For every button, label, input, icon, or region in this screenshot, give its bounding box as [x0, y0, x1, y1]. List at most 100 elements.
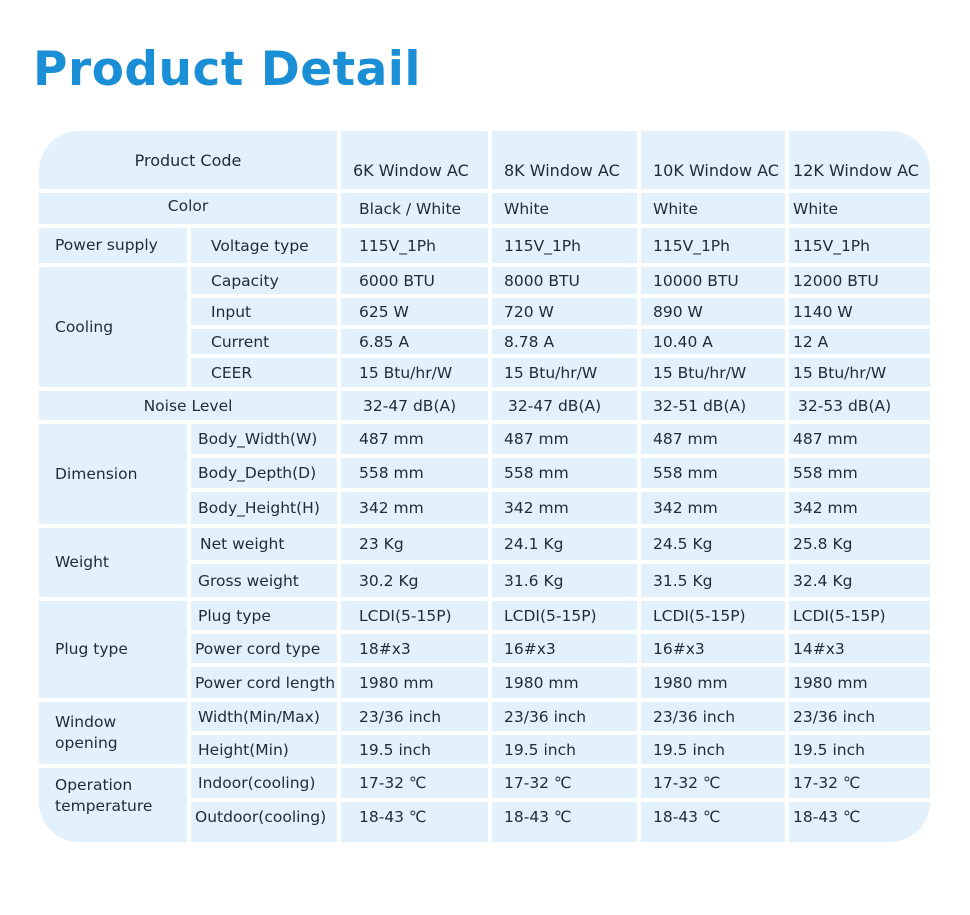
body-depth-10k: 558 mm — [641, 458, 785, 488]
height-min-12k: 19.5 inch — [789, 735, 930, 764]
capacity-label: Capacity — [191, 267, 337, 294]
ceer-12k: 15 Btu/hr/W — [789, 358, 930, 387]
cooling-label: Cooling — [39, 267, 187, 387]
current-label: Current — [191, 329, 337, 354]
body-depth-8k: 558 mm — [492, 458, 637, 488]
voltage-8k: 115V_1Ph — [492, 228, 637, 263]
window-opening-line1: Window — [55, 713, 117, 731]
net-weight-10k: 24.5 Kg — [641, 528, 785, 560]
current-6k: 6.85 A — [341, 329, 488, 354]
outdoor-cooling-6k: 18-43 ℃ — [341, 802, 488, 842]
power-cord-type-8k: 16#x3 — [492, 634, 637, 663]
width-min-max-label: Width(Min/Max) — [191, 702, 337, 731]
input-8k: 720 W — [492, 298, 637, 325]
power-cord-length-12k: 1980 mm — [789, 667, 930, 698]
net-weight-label: Net weight — [191, 528, 337, 560]
voltage-6k: 115V_1Ph — [341, 228, 488, 263]
body-width-6k: 487 mm — [341, 424, 488, 454]
height-min-label: Height(Min) — [191, 735, 337, 764]
noise-label: Noise Level — [39, 391, 337, 420]
width-min-max-6k: 23/36 inch — [341, 702, 488, 731]
voltage-10k: 115V_1Ph — [641, 228, 785, 263]
color-12k: White — [789, 193, 930, 224]
input-6k: 625 W — [341, 298, 488, 325]
noise-12k: 32-53 dB(A) — [789, 391, 930, 420]
width-min-max-10k: 23/36 inch — [641, 702, 785, 731]
power-cord-length-10k: 1980 mm — [641, 667, 785, 698]
power-cord-type-12k: 14#x3 — [789, 634, 930, 663]
height-min-8k: 19.5 inch — [492, 735, 637, 764]
input-10k: 890 W — [641, 298, 785, 325]
body-height-8k: 342 mm — [492, 492, 637, 524]
body-depth-12k: 558 mm — [789, 458, 930, 488]
color-10k: White — [641, 193, 785, 224]
color-6k: Black / White — [341, 193, 488, 224]
net-weight-6k: 23 Kg — [341, 528, 488, 560]
spec-table: Product Code 6K Window AC 8K Window AC 1… — [39, 131, 930, 842]
capacity-12k: 12000 BTU — [789, 267, 930, 294]
input-label: Input — [191, 298, 337, 325]
body-depth-label: Body_Depth(D) — [191, 458, 337, 488]
model-6k: 6K Window AC — [341, 131, 488, 189]
voltage-type-label: Voltage type — [191, 228, 337, 263]
body-height-6k: 342 mm — [341, 492, 488, 524]
power-cord-type-label: Power cord type — [191, 634, 337, 663]
dimension-label: Dimension — [39, 424, 187, 524]
body-width-12k: 487 mm — [789, 424, 930, 454]
operation-temperature-label: Operation temperature — [39, 768, 187, 842]
power-cord-type-10k: 16#x3 — [641, 634, 785, 663]
model-12k: 12K Window AC — [789, 131, 930, 189]
plug-type-12k: LCDI(5-15P) — [789, 601, 930, 630]
model-8k: 8K Window AC — [492, 131, 637, 189]
power-supply-label: Power supply — [39, 228, 187, 263]
voltage-12k: 115V_1Ph — [789, 228, 930, 263]
input-12k: 1140 W — [789, 298, 930, 325]
outdoor-cooling-10k: 18-43 ℃ — [641, 802, 785, 842]
ceer-label: CEER — [191, 358, 337, 387]
noise-10k: 32-51 dB(A) — [641, 391, 785, 420]
color-8k: White — [492, 193, 637, 224]
body-depth-6k: 558 mm — [341, 458, 488, 488]
plug-type-10k: LCDI(5-15P) — [641, 601, 785, 630]
current-8k: 8.78 A — [492, 329, 637, 354]
width-min-max-8k: 23/36 inch — [492, 702, 637, 731]
operation-temperature-line2: temperature — [55, 797, 153, 815]
plug-type-6k: LCDI(5-15P) — [341, 601, 488, 630]
capacity-6k: 6000 BTU — [341, 267, 488, 294]
body-width-8k: 487 mm — [492, 424, 637, 454]
current-10k: 10.40 A — [641, 329, 785, 354]
model-10k: 10K Window AC — [641, 131, 785, 189]
plug-type-8k: LCDI(5-15P) — [492, 601, 637, 630]
ceer-10k: 15 Btu/hr/W — [641, 358, 785, 387]
body-width-10k: 487 mm — [641, 424, 785, 454]
page-title: Product Detail — [33, 42, 422, 97]
capacity-8k: 8000 BTU — [492, 267, 637, 294]
plug-type-label: Plug type — [191, 601, 337, 630]
noise-6k: 32-47 dB(A) — [341, 391, 488, 420]
power-cord-length-label: Power cord length — [191, 667, 337, 698]
body-height-label: Body_Height(H) — [191, 492, 337, 524]
body-height-10k: 342 mm — [641, 492, 785, 524]
indoor-cooling-6k: 17-32 ℃ — [341, 768, 488, 798]
gross-weight-12k: 32.4 Kg — [789, 564, 930, 597]
power-cord-length-6k: 1980 mm — [341, 667, 488, 698]
indoor-cooling-8k: 17-32 ℃ — [492, 768, 637, 798]
indoor-cooling-10k: 17-32 ℃ — [641, 768, 785, 798]
gross-weight-6k: 30.2 Kg — [341, 564, 488, 597]
ceer-6k: 15 Btu/hr/W — [341, 358, 488, 387]
width-min-max-12k: 23/36 inch — [789, 702, 930, 731]
height-min-6k: 19.5 inch — [341, 735, 488, 764]
gross-weight-8k: 31.6 Kg — [492, 564, 637, 597]
gross-weight-10k: 31.5 Kg — [641, 564, 785, 597]
ceer-8k: 15 Btu/hr/W — [492, 358, 637, 387]
outdoor-cooling-8k: 18-43 ℃ — [492, 802, 637, 842]
window-opening-label: Window opening — [39, 702, 187, 764]
header-label: Product Code — [39, 131, 337, 189]
operation-temperature-line1: Operation — [55, 776, 133, 794]
net-weight-12k: 25.8 Kg — [789, 528, 930, 560]
net-weight-8k: 24.1 Kg — [492, 528, 637, 560]
current-12k: 12 A — [789, 329, 930, 354]
indoor-cooling-label: Indoor(cooling) — [191, 768, 337, 798]
color-label: Color — [39, 193, 337, 224]
plug-label: Plug type — [39, 601, 187, 698]
